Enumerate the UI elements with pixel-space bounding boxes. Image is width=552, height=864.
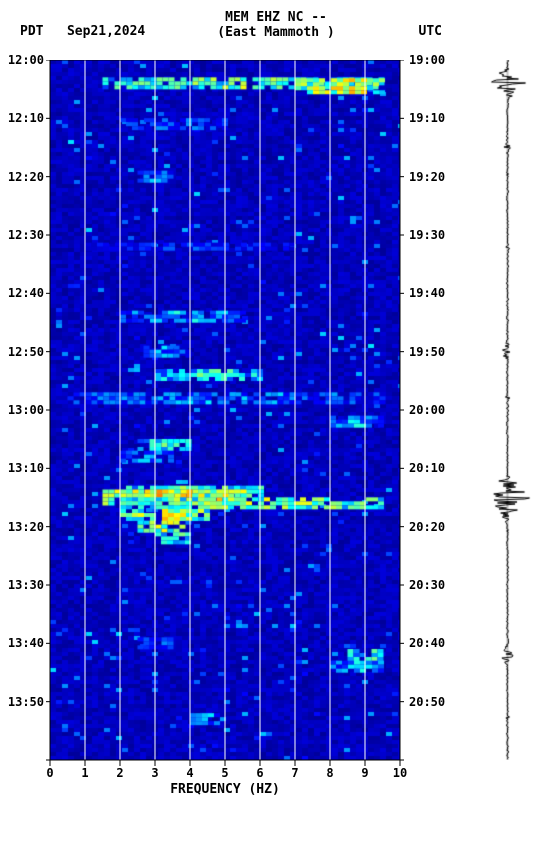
right-time-tick: 20:50 xyxy=(409,695,445,709)
left-time-tick: 13:30 xyxy=(8,578,44,592)
right-time-tick: 20:40 xyxy=(409,636,445,650)
station-code: MEM EHZ NC -- xyxy=(0,10,552,25)
right-time-tick: 20:30 xyxy=(409,578,445,592)
left-time-tick: 12:30 xyxy=(8,228,44,242)
left-time-tick: 13:40 xyxy=(8,636,44,650)
freq-tick: 5 xyxy=(221,766,228,780)
seismogram-trace xyxy=(480,60,535,760)
freq-tick: 7 xyxy=(291,766,298,780)
x-axis-label: FREQUENCY (HZ) xyxy=(50,782,400,797)
left-time-tick: 12:50 xyxy=(8,345,44,359)
left-time-tick: 12:40 xyxy=(8,286,44,300)
station-title: MEM EHZ NC -- (East Mammoth ) xyxy=(0,10,552,40)
left-time-tick: 12:20 xyxy=(8,170,44,184)
freq-tick: 0 xyxy=(46,766,53,780)
freq-tick: 3 xyxy=(151,766,158,780)
right-time-tick: 20:20 xyxy=(409,520,445,534)
freq-tick: 6 xyxy=(256,766,263,780)
right-time-tick: 19:10 xyxy=(409,111,445,125)
freq-tick: 4 xyxy=(186,766,193,780)
right-time-tick: 19:40 xyxy=(409,286,445,300)
right-time-tick: 19:50 xyxy=(409,345,445,359)
freq-tick: 1 xyxy=(81,766,88,780)
seismogram-canvas xyxy=(480,60,535,760)
spectrogram-chart xyxy=(50,60,400,760)
left-time-tick: 13:20 xyxy=(8,520,44,534)
left-time-axis: 12:0012:1012:2012:3012:4012:5013:0013:10… xyxy=(0,60,48,760)
right-time-tick: 20:10 xyxy=(409,461,445,475)
left-time-tick: 13:50 xyxy=(8,695,44,709)
chart-header: MEM EHZ NC -- (East Mammoth ) PDT Sep21,… xyxy=(0,10,552,39)
left-time-tick: 12:00 xyxy=(8,53,44,67)
left-time-tick: 13:00 xyxy=(8,403,44,417)
right-time-tick: 20:00 xyxy=(409,403,445,417)
spectrogram-canvas xyxy=(50,60,400,760)
left-time-tick: 12:10 xyxy=(8,111,44,125)
right-time-tick: 19:30 xyxy=(409,228,445,242)
right-time-tick: 19:20 xyxy=(409,170,445,184)
freq-tick: 9 xyxy=(361,766,368,780)
left-time-tick: 13:10 xyxy=(8,461,44,475)
right-time-axis: 19:0019:1019:2019:3019:4019:5020:0020:10… xyxy=(405,60,453,760)
freq-tick: 10 xyxy=(393,766,407,780)
freq-tick: 8 xyxy=(326,766,333,780)
station-name: (East Mammoth ) xyxy=(0,25,552,40)
freq-tick: 2 xyxy=(116,766,123,780)
right-time-tick: 19:00 xyxy=(409,53,445,67)
